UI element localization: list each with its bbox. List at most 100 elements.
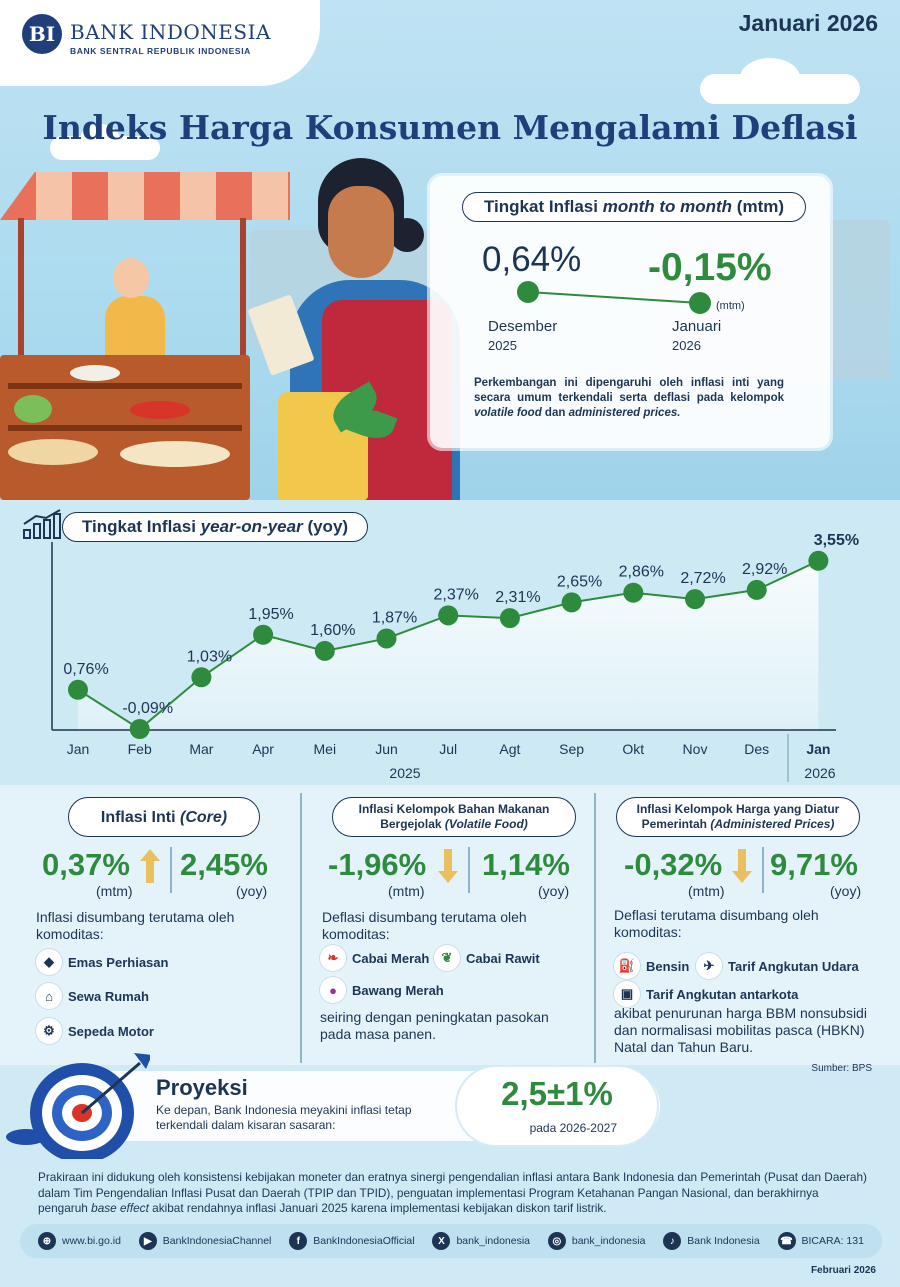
footnote: Prakiraan ini didukung oleh konsistensi … bbox=[38, 1170, 868, 1217]
mtm-curr-month: Januari bbox=[672, 318, 722, 335]
target-icon bbox=[6, 1053, 150, 1159]
commodity-cabai-merah: ❧ Cabai Merah bbox=[320, 945, 429, 971]
globe-icon: ⊕ bbox=[38, 1232, 56, 1250]
mtm-desc-volatile: volatile food bbox=[474, 407, 542, 419]
commodity-sewa-rumah: ⌂ Sewa Rumah bbox=[36, 983, 149, 1009]
core-yoy-unit: (yoy) bbox=[236, 883, 268, 899]
chart-area bbox=[78, 560, 819, 730]
house-icon: ⌂ bbox=[36, 983, 62, 1009]
bank-indonesia-logo-icon: BI bbox=[22, 14, 62, 54]
core-title-emphasis: (Core) bbox=[180, 808, 228, 826]
x-tick-label: Sep bbox=[559, 741, 584, 757]
social-link[interactable]: f BankIndonesiaOfficial bbox=[289, 1232, 415, 1250]
publication-date: Februari 2026 bbox=[810, 1265, 876, 1276]
data-label: 2,65% bbox=[557, 573, 602, 590]
commodity-label: Cabai Merah bbox=[352, 950, 430, 966]
mtm-point-dec bbox=[517, 281, 539, 303]
panel-administered-prices: Inflasi Kelompok Harga yang Diatur Pemer… bbox=[596, 785, 896, 1065]
x-tick-label: Feb bbox=[128, 741, 152, 757]
x-tick-label: Jul bbox=[439, 741, 457, 757]
mtm-curr-year: 2026 bbox=[672, 338, 701, 353]
commodity-label: Tarif Angkutan Udara bbox=[728, 958, 859, 974]
data-point bbox=[376, 628, 397, 649]
x-tick-label: Jun bbox=[375, 741, 398, 757]
bicara-icon: ☎ bbox=[777, 1232, 796, 1250]
volatile-title-line2: Bergejolak bbox=[380, 817, 445, 831]
projection-range: pada 2026-2027 bbox=[529, 1121, 617, 1135]
projection-title: Proyeksi bbox=[156, 1075, 248, 1100]
x-tick-label: Jan bbox=[67, 741, 90, 757]
social-link[interactable]: ☎ BICARA: 131 bbox=[777, 1232, 864, 1250]
footnote-text: Prakiraan ini didukung oleh konsistensi … bbox=[38, 1170, 867, 1215]
volatile-mtm-unit: (mtm) bbox=[388, 883, 425, 899]
facebook-icon: f bbox=[289, 1232, 308, 1250]
projection-target-pill: 2,5±1% pada 2026-2027 bbox=[457, 1067, 657, 1145]
vendor-head bbox=[113, 258, 149, 298]
shopper-hair-bun bbox=[390, 218, 424, 252]
arrow-down-icon bbox=[438, 849, 458, 883]
panel-divider bbox=[594, 793, 596, 1063]
motorcycle-icon: ⚙ bbox=[36, 1018, 62, 1044]
volatile-title-emphasis: (Volatile Food) bbox=[444, 817, 528, 831]
mtm-heading-emphasis: month to month bbox=[602, 197, 733, 216]
commodity-label: Sewa Rumah bbox=[68, 988, 149, 1004]
data-label: 1,03% bbox=[187, 648, 232, 665]
social-label: www.bi.go.id bbox=[62, 1235, 121, 1247]
administered-title-line1: Inflasi Kelompok Harga yang Diatur bbox=[636, 802, 840, 816]
commodity-label: Tarif Angkutan antarkota bbox=[646, 986, 799, 1002]
bird-chili-icon: ❦ bbox=[434, 945, 460, 971]
volatile-yoy-unit: (yoy) bbox=[538, 883, 570, 899]
data-point bbox=[129, 719, 150, 740]
commodity-emas-perhiasan: ◆ Emas Perhiasan bbox=[36, 949, 168, 975]
data-point bbox=[808, 550, 829, 571]
data-label: 2,31% bbox=[495, 589, 540, 606]
shallot-icon: ● bbox=[320, 977, 346, 1003]
data-point bbox=[746, 579, 767, 600]
youtube-icon: ▶ bbox=[138, 1232, 157, 1250]
administered-yoy-value: 9,71% bbox=[770, 847, 858, 882]
chart-marks: 0,76% Jan -0,09% Feb 1,03% Mar 1,95% Apr 1,60% Me… bbox=[63, 532, 859, 757]
mtm-heading: Tingkat Inflasi month to month (mtm) bbox=[462, 192, 806, 222]
stall-awning bbox=[0, 172, 290, 220]
volatile-text: Deflasi disumbang terutama oleh komodita… bbox=[322, 909, 527, 942]
social-link[interactable]: ♪ Bank Indonesia bbox=[663, 1232, 760, 1250]
volatile-title: Inflasi Kelompok Bahan Makanan Bergejola… bbox=[332, 797, 576, 837]
administered-mtm-unit: (mtm) bbox=[688, 883, 725, 899]
components-section: Inflasi Inti (Core) 0,37% (mtm) 2,45% (y… bbox=[0, 785, 900, 1065]
commodity-bawang-merah: ● Bawang Merah bbox=[320, 977, 444, 1003]
logo-subtitle: BANK SENTRAL REPUBLIK INDONESIA bbox=[70, 46, 251, 56]
data-point bbox=[623, 582, 644, 603]
data-label: 1,87% bbox=[372, 609, 417, 626]
commodity-label: Sepeda Motor bbox=[68, 1023, 154, 1039]
mtm-desc-administered: administered prices. bbox=[568, 407, 681, 419]
panel-divider bbox=[300, 793, 302, 1063]
bus-icon: ▣ bbox=[614, 981, 640, 1007]
rice-icon bbox=[120, 441, 230, 467]
chili-icon bbox=[130, 401, 190, 419]
data-point bbox=[68, 679, 88, 700]
tiktok-icon: ♪ bbox=[663, 1232, 682, 1250]
mtm-prev-month: Desember bbox=[488, 318, 558, 335]
data-point bbox=[438, 605, 459, 626]
administered-yoy-unit: (yoy) bbox=[830, 883, 862, 899]
social-link[interactable]: ⊕ www.bi.go.id bbox=[38, 1232, 121, 1250]
commodity-cabai-rawit: ❦ Cabai Rawit bbox=[434, 945, 540, 971]
data-point bbox=[499, 608, 520, 629]
stall-pole bbox=[18, 218, 24, 368]
footnote-emphasis: base effect bbox=[91, 1201, 149, 1215]
data-label: 2,92% bbox=[742, 561, 787, 578]
core-mtm-value: 0,37% bbox=[42, 847, 130, 882]
social-link[interactable]: ▶ BankIndonesiaChannel bbox=[138, 1232, 271, 1250]
volatile-mtm-value: -1,96% bbox=[328, 847, 427, 882]
arrow-up-icon bbox=[140, 849, 160, 883]
core-text: Inflasi disumbang terutama oleh komodita… bbox=[36, 909, 235, 942]
mtm-heading-text: Tingkat Inflasi bbox=[483, 197, 603, 216]
administered-title-line2: Pemerintah bbox=[641, 817, 711, 831]
social-link[interactable]: ◎ bank_indonesia bbox=[547, 1232, 645, 1250]
x-tick-label: Agt bbox=[499, 741, 520, 757]
red-chili-icon: ❧ bbox=[320, 945, 346, 971]
stall-pole bbox=[240, 218, 246, 368]
yoy-line-chart: 0,76% Jan -0,09% Feb 1,03% Mar 1,95% Apr 1,60% Me… bbox=[51, 532, 859, 782]
projection-section: Proyeksi Ke depan, Bank Indonesia meyaki… bbox=[0, 1053, 900, 1160]
